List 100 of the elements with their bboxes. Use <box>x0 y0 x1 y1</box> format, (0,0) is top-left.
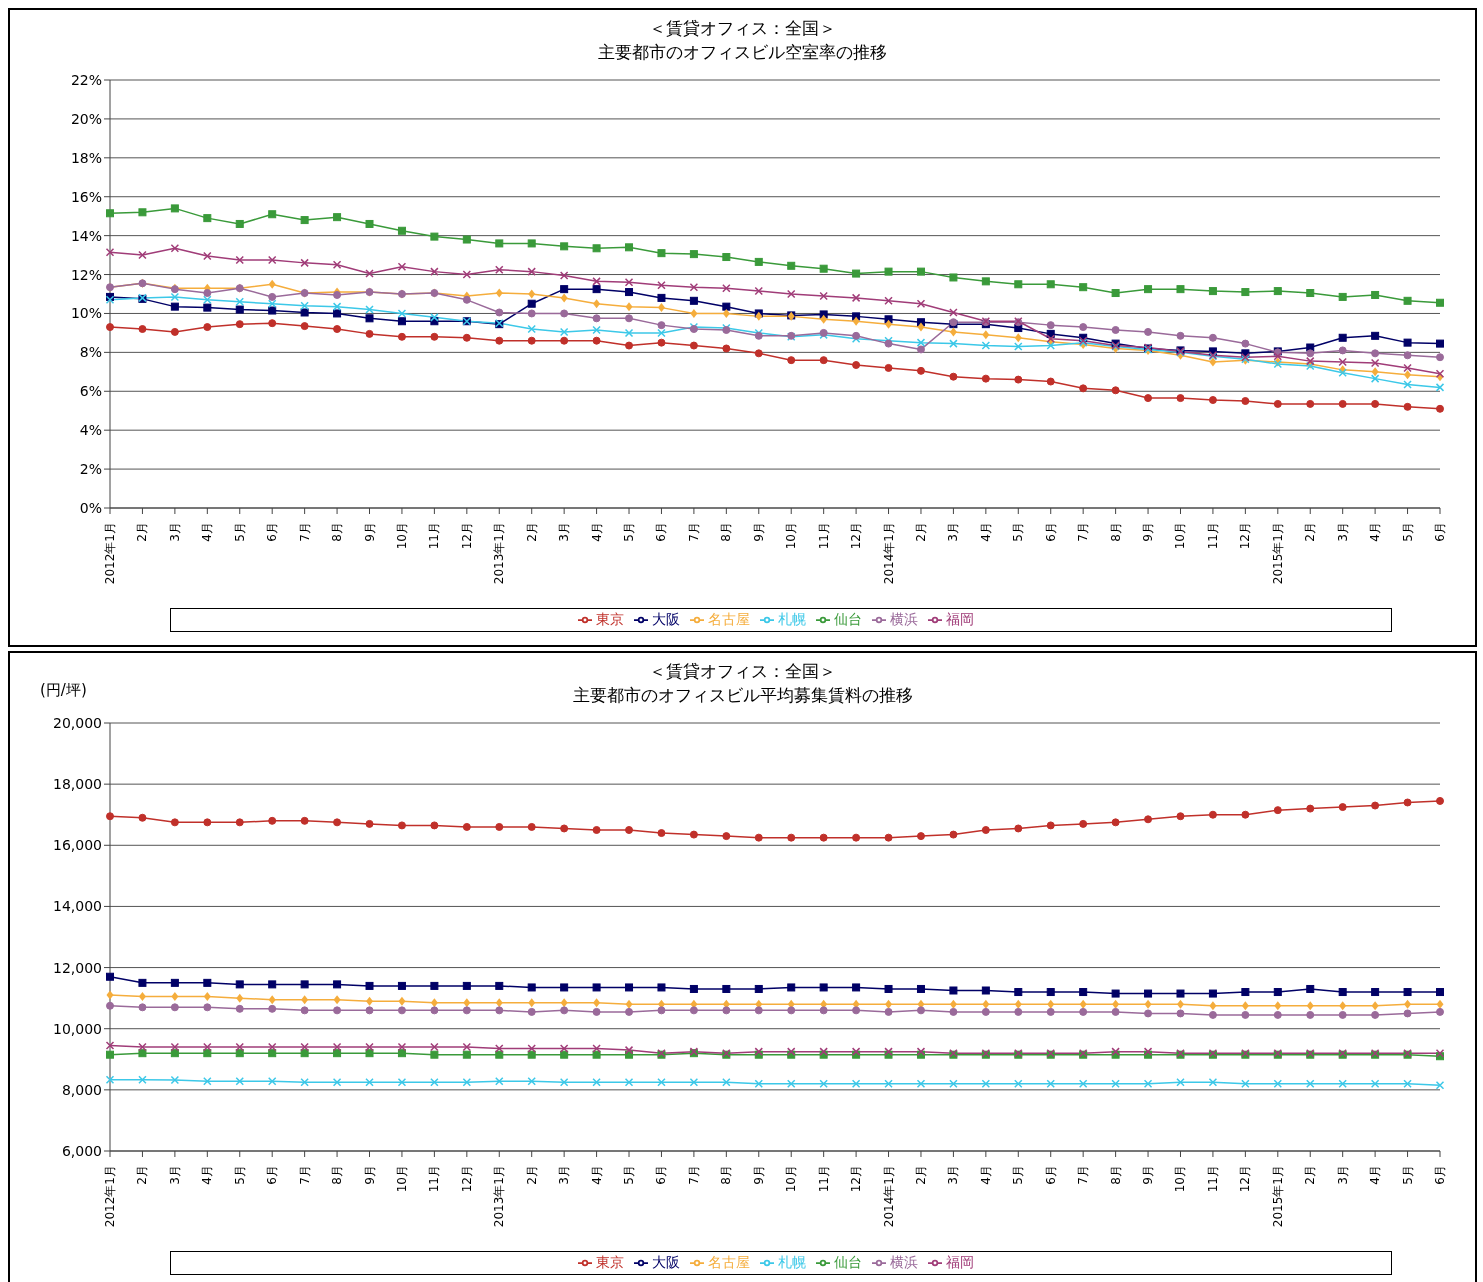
x-tick-label: 3月 <box>1335 522 1350 542</box>
legend-label: 札幌 <box>778 611 806 627</box>
x-tick-label: 7月 <box>1076 522 1091 542</box>
x-tick-label: 7月 <box>686 1165 701 1185</box>
x-tick-label: 5月 <box>1011 1165 1026 1185</box>
x-tick-label: 5月 <box>622 1165 637 1185</box>
y-tick-label: 6,000 <box>61 1142 102 1159</box>
x-tick-label: 2月 <box>913 1165 928 1185</box>
legend-label: 名古屋 <box>708 1254 750 1270</box>
x-tick-label: 8月 <box>330 1165 345 1185</box>
x-tick-label: 12月 <box>1238 522 1253 550</box>
x-tick-label: 11月 <box>1205 522 1220 550</box>
legend-label: 横浜 <box>890 611 918 627</box>
y-tick-label: 6% <box>79 383 102 400</box>
legend-label: 福岡 <box>946 611 974 627</box>
x-tick-label: 9月 <box>1141 522 1156 542</box>
x-tick-label: 5月 <box>1400 522 1415 542</box>
x-tick-label: 4月 <box>978 522 993 542</box>
legend-label: 大阪 <box>652 1254 680 1270</box>
x-tick-label: 4月 <box>589 1165 604 1185</box>
x-tick-label: 2月 <box>524 1165 539 1185</box>
x-tick-label: 5月 <box>622 522 637 542</box>
legend-label: 横浜 <box>890 1254 918 1270</box>
y-tick-label: 18,000 <box>53 776 102 793</box>
x-tick-label: 6月 <box>1043 1165 1058 1185</box>
x-tick-label: 2014年1月 <box>881 1165 896 1228</box>
y-tick-label: 14,000 <box>53 898 102 915</box>
x-tick-label: 3月 <box>946 1165 961 1185</box>
chart-subtitle: 主要都市のオフィスビル平均募集賃料の推移 <box>572 685 913 705</box>
x-tick-label: 7月 <box>297 1165 312 1185</box>
x-tick-label: 11月 <box>816 1165 831 1193</box>
x-tick-label: 11月 <box>1205 1165 1220 1193</box>
x-tick-label: 2月 <box>1303 522 1318 542</box>
x-tick-label: 9月 <box>751 1165 766 1185</box>
legend-label: 名古屋 <box>708 611 750 627</box>
y-tick-label: 14% <box>70 227 102 244</box>
chart-title: ＜賃貸オフィス：全国＞ <box>649 661 836 681</box>
x-tick-label: 8月 <box>330 522 345 542</box>
x-tick-label: 8月 <box>719 522 734 542</box>
legend-label: 東京 <box>596 611 624 627</box>
x-tick-label: 9月 <box>362 522 377 542</box>
legend-label: 大阪 <box>652 611 680 627</box>
x-tick-label: 10月 <box>394 1165 409 1193</box>
x-tick-label: 3月 <box>557 1165 572 1185</box>
x-tick-label: 6月 <box>654 1165 669 1185</box>
chart-subtitle: 主要都市のオフィスビル空室率の推移 <box>597 41 888 64</box>
y-tick-label: 10,000 <box>53 1020 102 1037</box>
x-tick-label: 3月 <box>167 1165 182 1185</box>
x-tick-label: 2014年1月 <box>881 522 896 585</box>
x-tick-label: 4月 <box>589 522 604 542</box>
legend-label: 福岡 <box>946 1254 974 1270</box>
x-tick-label: 6月 <box>654 522 669 542</box>
y-tick-label: 20% <box>70 110 102 127</box>
x-tick-label: 5月 <box>1011 522 1026 542</box>
x-tick-label: 11月 <box>427 1165 442 1193</box>
y-tick-label: 12% <box>70 266 102 283</box>
x-tick-label: 4月 <box>200 1165 215 1185</box>
x-tick-label: 12月 <box>459 522 474 550</box>
x-tick-label: 6月 <box>1433 522 1447 542</box>
x-tick-label: 8月 <box>719 1165 734 1185</box>
x-tick-label: 10月 <box>394 522 409 550</box>
x-tick-label: 4月 <box>978 1165 993 1185</box>
x-tick-label: 10月 <box>1173 522 1188 550</box>
x-tick-label: 9月 <box>362 1165 377 1185</box>
x-tick-label: 2月 <box>913 522 928 542</box>
x-tick-label: 7月 <box>1076 1165 1091 1185</box>
x-tick-label: 5月 <box>232 522 247 542</box>
y-axis-title: (円/坪) <box>40 681 87 700</box>
x-tick-label: 7月 <box>297 522 312 542</box>
x-tick-label: 6月 <box>265 522 280 542</box>
legend-label: 札幌 <box>778 1254 806 1270</box>
x-tick-label: 4月 <box>1368 1165 1383 1185</box>
x-tick-label: 4月 <box>1368 522 1383 542</box>
x-tick-label: 2月 <box>524 522 539 542</box>
x-tick-label: 2013年1月 <box>492 522 507 585</box>
y-tick-label: 8,000 <box>61 1081 102 1098</box>
y-tick-label: 10% <box>70 305 102 322</box>
x-tick-label: 12月 <box>1238 1165 1253 1193</box>
x-tick-label: 3月 <box>946 522 961 542</box>
y-tick-label: 12,000 <box>53 959 102 976</box>
x-tick-label: 2015年1月 <box>1270 522 1285 585</box>
x-tick-label: 6月 <box>1043 522 1058 542</box>
legend-label: 仙台 <box>834 611 862 627</box>
y-tick-label: 20,000 <box>53 714 102 731</box>
x-tick-label: 11月 <box>427 522 442 550</box>
x-tick-label: 12月 <box>459 1165 474 1193</box>
y-tick-label: 18% <box>70 149 102 166</box>
y-tick-label: 0% <box>79 499 102 516</box>
chart-title: ＜賃貸オフィス：全国＞ <box>648 17 837 40</box>
x-tick-label: 3月 <box>1335 1165 1350 1185</box>
x-tick-label: 3月 <box>167 522 182 542</box>
x-tick-label: 2012年1月 <box>103 522 117 585</box>
x-tick-label: 2013年1月 <box>492 1165 507 1228</box>
x-tick-label: 8月 <box>1108 1165 1123 1185</box>
y-tick-label: 16,000 <box>53 837 102 854</box>
x-tick-label: 2月 <box>1303 1165 1318 1185</box>
x-tick-label: 12月 <box>849 1165 864 1193</box>
x-tick-label: 9月 <box>751 522 766 542</box>
x-tick-label: 5月 <box>232 1165 247 1185</box>
y-tick-label: 4% <box>79 422 102 439</box>
